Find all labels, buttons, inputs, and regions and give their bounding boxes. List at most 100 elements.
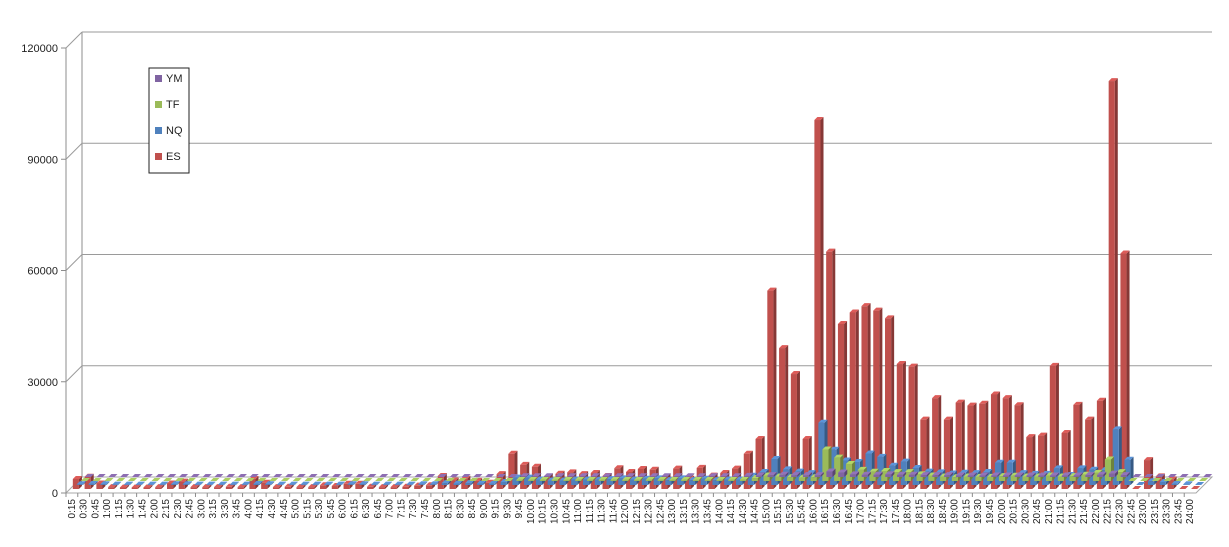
bar-face [347, 484, 354, 485]
bar-face [1038, 475, 1045, 477]
bar-face [1116, 472, 1123, 481]
bar-nq-2:15 [170, 481, 181, 485]
bar-top [131, 484, 141, 488]
bar-side [581, 476, 585, 481]
bar-tf-7:15 [410, 478, 420, 481]
bar-top [218, 481, 228, 485]
bar-top [614, 473, 624, 477]
bar-tf-3:30 [233, 478, 243, 481]
x-tick-label: 23:15 [1150, 499, 1161, 524]
bar-face [837, 323, 845, 489]
bar-top [685, 473, 695, 477]
bar-top [991, 472, 1001, 476]
bar-top [539, 476, 550, 480]
bar-face [959, 472, 966, 485]
bar-tf-9:15 [504, 478, 514, 481]
bar-top [402, 474, 412, 477]
bar-side [844, 469, 848, 477]
bar-ym-24:00 [1203, 474, 1213, 477]
bar-side [302, 484, 306, 489]
x-tick-label: 1:45 [138, 499, 149, 519]
bar-top [579, 473, 589, 477]
x-tick-label: 13:00 [667, 499, 678, 524]
bar-top [1179, 474, 1189, 477]
bar-tf-16:30 [845, 460, 856, 481]
bar-side [1114, 78, 1118, 489]
bar-tf-5:45 [339, 478, 349, 481]
bar-top [143, 484, 153, 488]
bar-tf-6:15 [363, 478, 373, 481]
x-tick-label: 18:30 [926, 499, 937, 524]
bar-top [849, 309, 859, 313]
bar-top [206, 481, 216, 485]
bar-face [771, 459, 778, 485]
bar-face [390, 487, 397, 489]
bar-nq-7:00 [394, 481, 404, 486]
bar-side [655, 473, 659, 477]
bar-es-17:45 [896, 361, 906, 489]
bar-face [449, 480, 456, 489]
bar-top [265, 481, 275, 485]
bar-top [151, 478, 161, 481]
bar-face [641, 478, 648, 485]
x-tick-label: 4:30 [267, 499, 278, 519]
bar-face [814, 475, 821, 477]
bar-face [1108, 81, 1115, 489]
bar-face [1018, 473, 1025, 485]
bar-ym-20:15 [1026, 472, 1036, 477]
x-tick-label: 16:00 [808, 499, 819, 524]
gridline-depth [65, 254, 83, 271]
bar-top [410, 478, 420, 481]
bar-top [1061, 430, 1071, 434]
bar-top [845, 460, 856, 464]
bar-side [773, 287, 777, 489]
bar-face [897, 474, 904, 477]
bar-top [657, 476, 667, 480]
bar-top [320, 474, 330, 477]
bar-side [1177, 480, 1181, 485]
bar-top [1014, 402, 1024, 406]
bar-face [602, 476, 609, 489]
bar-face [622, 479, 629, 481]
bar-es-24:00 [1191, 486, 1201, 489]
bar-tf-3:00 [210, 478, 220, 481]
bar-face [896, 364, 903, 489]
bar-top [779, 471, 789, 475]
bar-side [177, 481, 181, 485]
bar-top [390, 474, 400, 477]
bar-ym-5:30 [332, 474, 342, 477]
bar-top [936, 469, 946, 473]
bar-face [677, 478, 684, 485]
bar-face [532, 476, 539, 477]
bar-side [856, 471, 860, 477]
bar-top [1179, 486, 1189, 489]
bar-side [585, 473, 589, 477]
bar-face [849, 312, 856, 489]
bar-ym-8:30 [473, 474, 483, 477]
bar-tf-24:00 [1199, 478, 1209, 481]
bar-ym-4:00 [261, 474, 271, 477]
x-tick-label: 4:15 [255, 499, 266, 519]
bar-side [153, 481, 157, 485]
x-tick-label: 0:45 [90, 499, 101, 519]
bar-side [353, 481, 357, 485]
bar-top [398, 478, 408, 481]
bar-nq-3:15 [218, 481, 228, 486]
bar-side [938, 472, 942, 477]
bar-side [914, 363, 918, 489]
bar-side [1012, 459, 1016, 485]
bar-top [1104, 456, 1115, 460]
bar-top [896, 361, 906, 365]
bar-top [732, 473, 742, 477]
x-tick-label: 0:15 [67, 499, 78, 519]
bar-top [967, 402, 977, 406]
bar-ym-15:45 [814, 472, 824, 477]
bar-face [555, 473, 562, 489]
bar-side [1079, 472, 1083, 477]
x-tick-label: 17:30 [879, 499, 890, 524]
bar-top [696, 473, 707, 477]
bar-top [1061, 472, 1071, 476]
bar-nq-4:15 [265, 481, 275, 485]
bar-top [912, 464, 922, 468]
x-tick-label: 19:45 [985, 499, 996, 524]
